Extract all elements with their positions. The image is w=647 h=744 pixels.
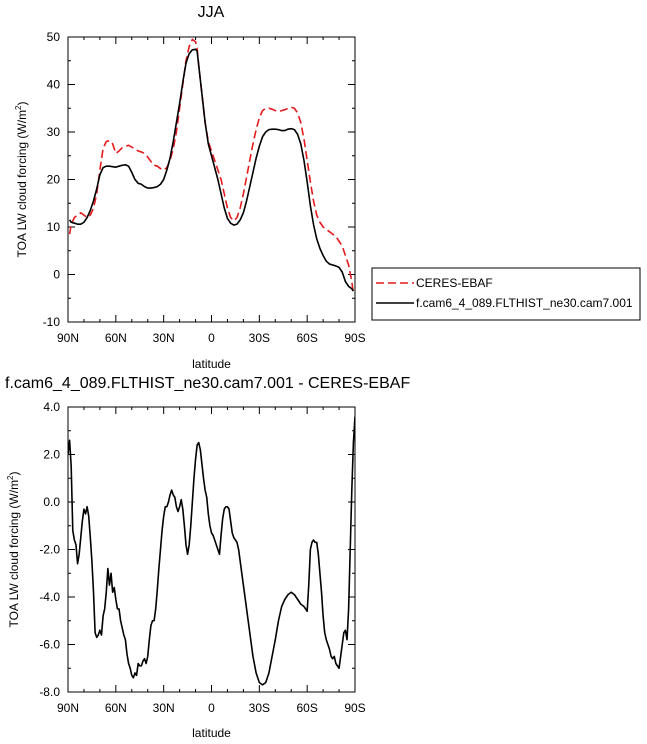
x-tick-label: 30S xyxy=(249,331,270,345)
series-line-2 xyxy=(68,48,355,292)
x-tick-label: 60N xyxy=(105,331,127,345)
y-tick-label: 50 xyxy=(47,30,61,44)
x-tick-label: 0 xyxy=(208,701,215,715)
x-tick-label: 30S xyxy=(249,701,270,715)
y-tick-label: 10 xyxy=(47,220,61,234)
y-tick-label: -2.0 xyxy=(39,543,60,557)
y-axis-label: TOA LW cloud forcing (W/m2) xyxy=(6,471,21,627)
plot-frame xyxy=(67,36,356,323)
legend: CERES-EBAF f.cam6_4_089.FLTHIST_ne30.cam7… xyxy=(371,267,641,321)
chart-title: JJA xyxy=(198,4,225,21)
plot-frame xyxy=(67,406,356,693)
x-tick-label: 90N xyxy=(57,331,79,345)
x-tick-label: 60S xyxy=(296,701,317,715)
y-tick-label: 2.0 xyxy=(43,448,60,462)
y-tick-label: 0.0 xyxy=(43,495,60,509)
x-axis-label: latitude xyxy=(192,357,231,371)
x-tick-label: 90S xyxy=(344,701,365,715)
chart-title: f.cam6_4_089.FLTHIST_ne30.cam7.001 - CER… xyxy=(5,375,410,392)
y-tick-label: 4.0 xyxy=(43,400,60,414)
chart-panel-2: 90N 60N 30N 0 30S 60S 90S 4.0 2.0 0.0 -2.0 -4.0 -6.0… xyxy=(5,375,410,740)
y-tick-label: -8.0 xyxy=(39,685,60,699)
x-tick-label: 0 xyxy=(208,331,215,345)
y-tick-label: -6.0 xyxy=(39,638,60,652)
x-tick-label: 60S xyxy=(296,331,317,345)
legend-label: f.cam6_4_089.FLTHIST_ne30.cam7.001 xyxy=(416,296,633,310)
y-tick-label: 40 xyxy=(47,78,61,92)
x-axis-label: latitude xyxy=(192,726,231,740)
series-line-1 xyxy=(68,38,355,294)
y-tick-label: 0 xyxy=(53,268,60,282)
y-tick-label: -4.0 xyxy=(39,590,60,604)
chart-panel-1: 90N 60N 30N 0 30S 60S 90S 50 40 30 20 10 0 -10 JJA lati… xyxy=(14,4,641,371)
x-tick-label: 30N xyxy=(153,331,175,345)
y-axis-label: TOA LW cloud forcing (W/m2) xyxy=(14,101,29,257)
x-tick-label: 60N xyxy=(105,701,127,715)
legend-label: CERES-EBAF xyxy=(416,276,493,290)
y-tick-label: -10 xyxy=(43,315,61,329)
x-tick-label: 30N xyxy=(153,701,175,715)
series-line-1 xyxy=(68,416,355,686)
legend-box xyxy=(371,267,641,321)
y-tick-label: 20 xyxy=(47,173,61,187)
y-tick-label: 30 xyxy=(47,125,61,139)
x-tick-label: 90N xyxy=(57,701,79,715)
x-tick-label: 90S xyxy=(344,331,365,345)
